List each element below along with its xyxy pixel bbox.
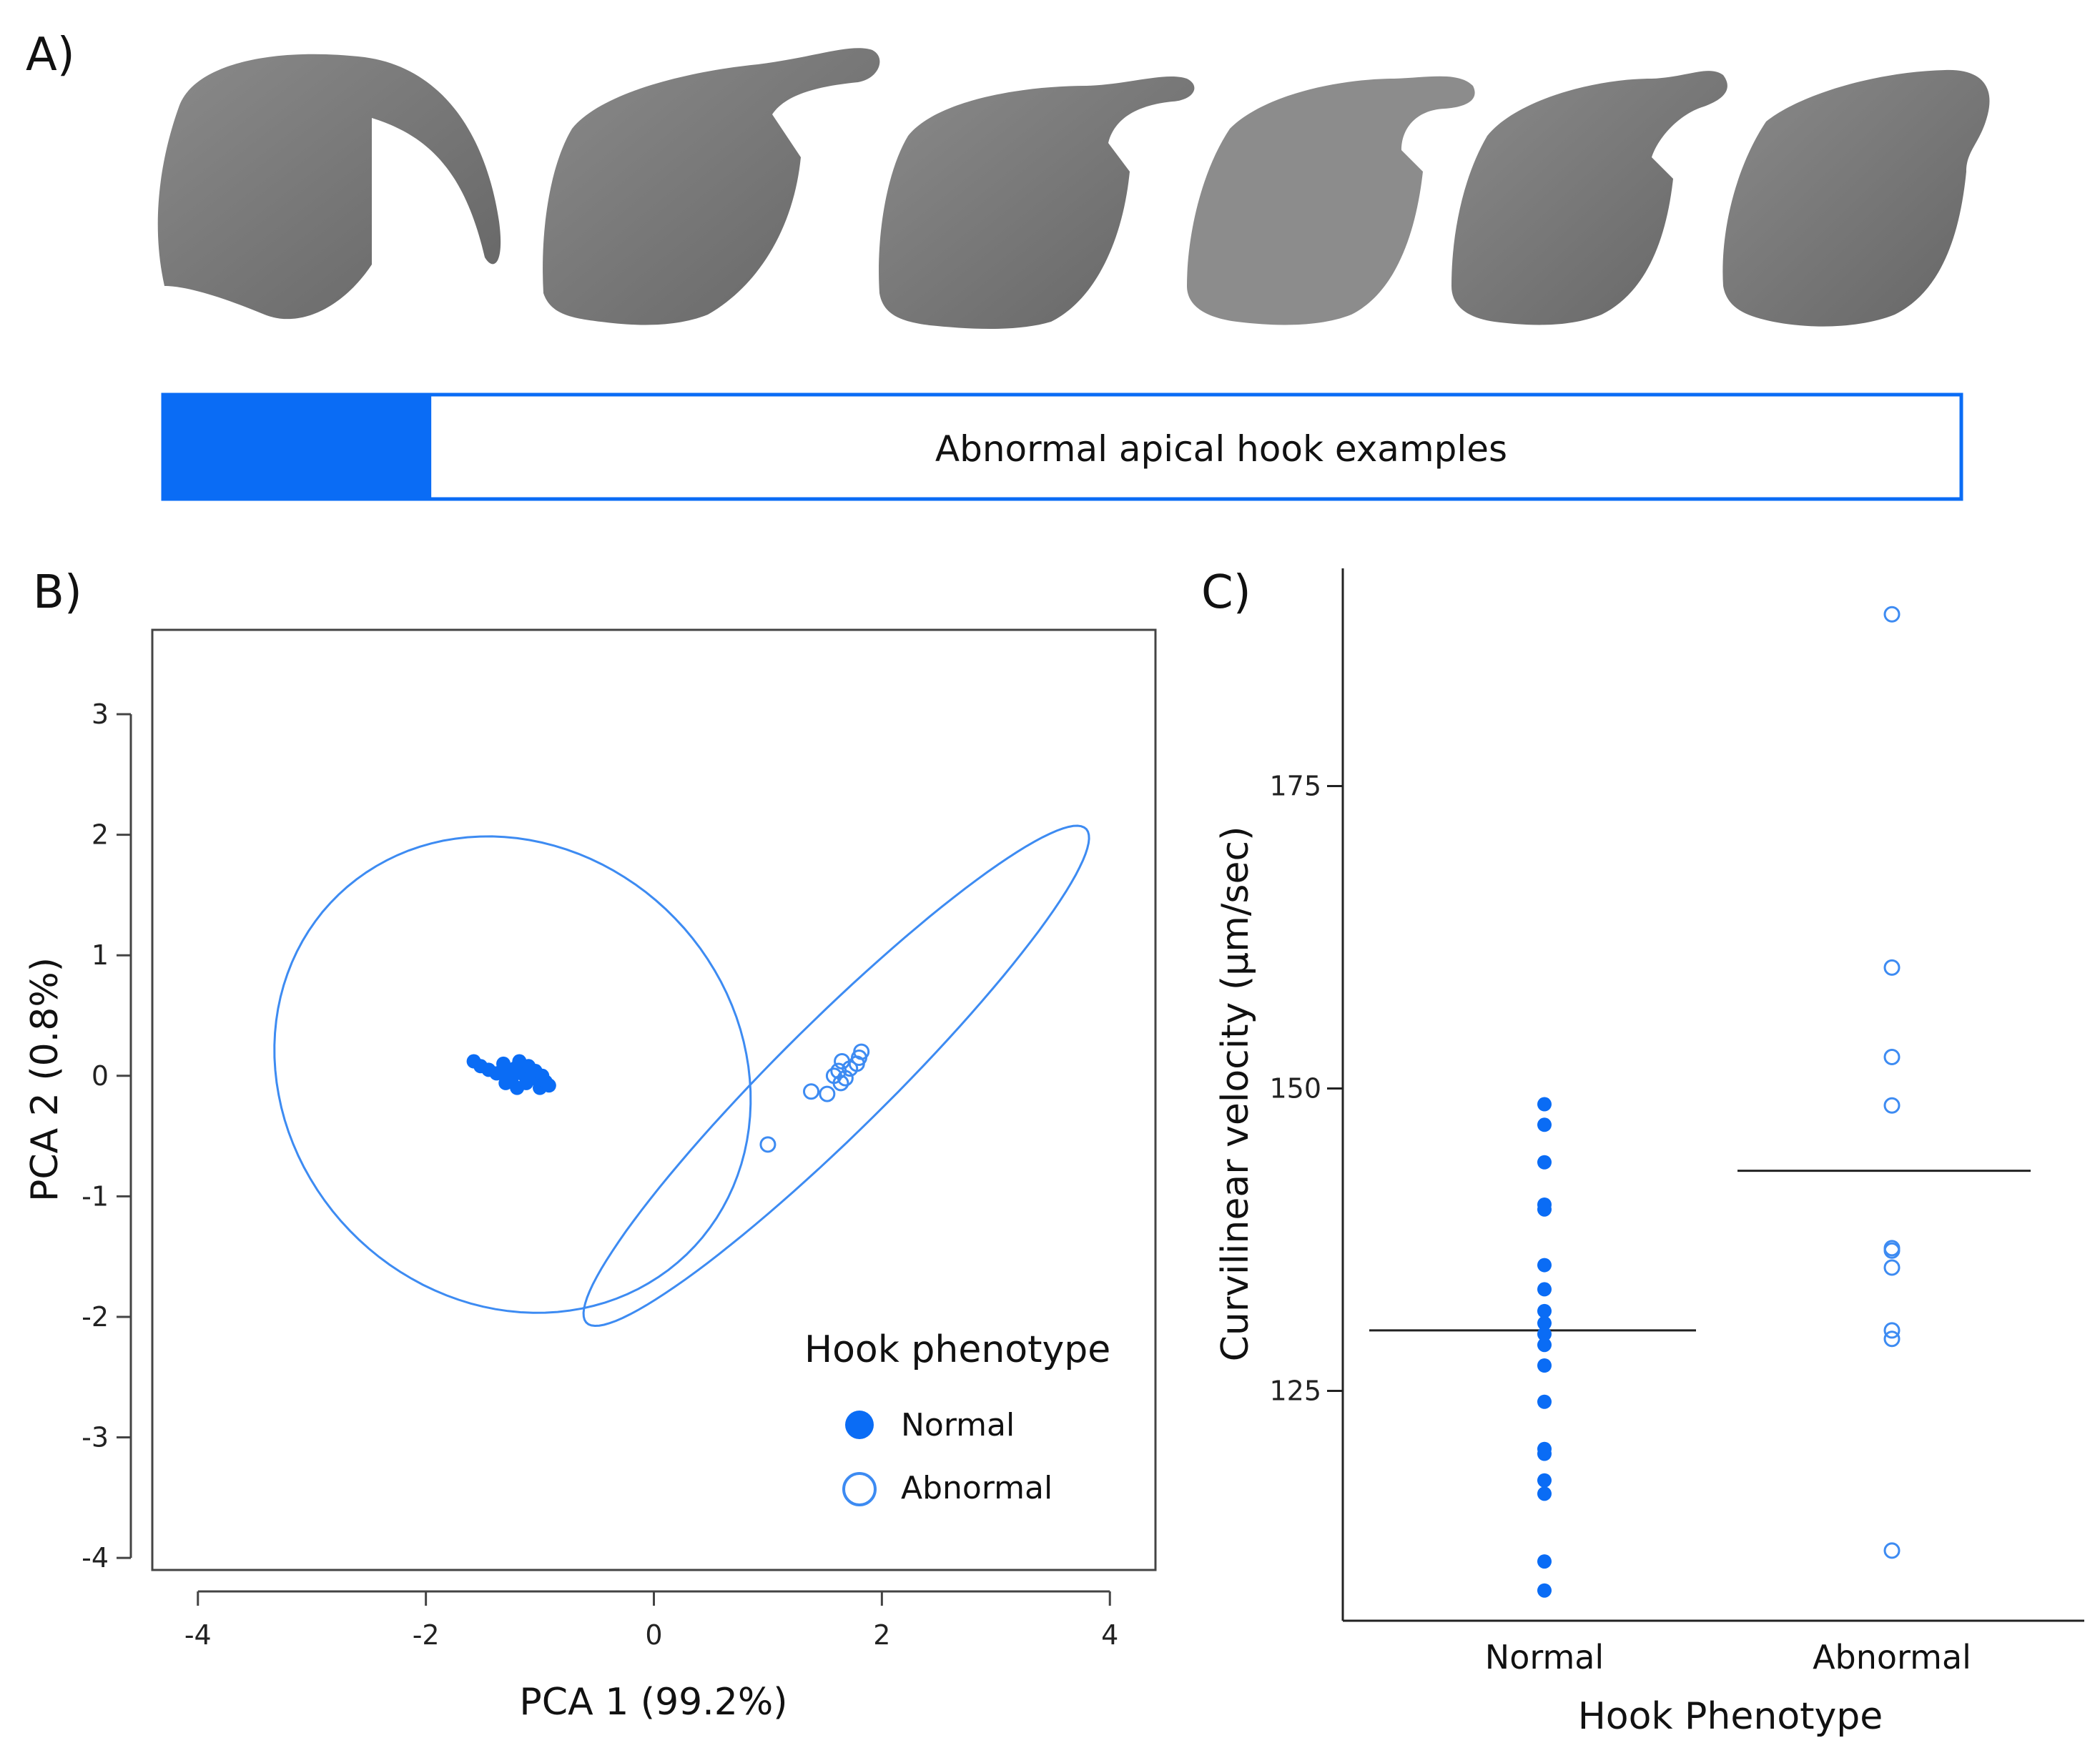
pca-legend-normal-marker [845,1411,874,1439]
pca-point-abnormal [819,1085,836,1102]
pca-x-tick-label: -2 [413,1619,440,1651]
pca-ellipses [273,824,1090,1328]
velocity-point-normal [1537,1315,1552,1330]
velocity-x-tick-abnormal: Abnormal [1813,1638,1971,1676]
hook-image-normal [157,54,501,320]
velocity-y-label: Curvilinear velocity (μm/sec) [1214,826,1257,1362]
velocity-point-normal [1537,1327,1552,1342]
velocity-point-normal [1537,1202,1552,1217]
pca-legend-normal-label: Normal [901,1407,1015,1443]
hook-image-abnormal-1 [543,48,880,325]
pca-x-tick-label: 4 [1101,1619,1118,1651]
velocity-point-normal [1537,1358,1552,1373]
velocity-point-abnormal [1883,1049,1901,1066]
hook-bar-outline [161,392,1963,501]
velocity-points [1537,606,1901,1598]
velocity-point-abnormal [1883,1242,1901,1259]
pca-legend-abnormal-label: Abnormal [901,1470,1053,1506]
velocity-point-abnormal [1883,1330,1901,1348]
pca-point-abnormal [759,1136,777,1153]
pca-ellipse-normal [273,835,752,1314]
pca-point-abnormal [837,1070,854,1087]
pca-y-tick-label: 3 [92,698,109,730]
velocity-means [1369,1170,2031,1332]
pca-x-tick-label: 0 [645,1619,662,1651]
velocity-x-tick-normal: Normal [1485,1638,1604,1676]
pca-legend-abnormal-marker [842,1472,877,1506]
pca-point-abnormal [853,1043,870,1060]
hook-images-row [157,48,1990,329]
panel-b-label: B) [33,566,82,619]
panel-c-label: C) [1201,566,1251,619]
velocity-y-ticks: 125 150 175 [1269,771,1343,1407]
pca-x-axis: -4 -2 0 2 4 [184,1590,1118,1651]
pca-plot-frame [151,628,1157,1571]
velocity-point-normal [1537,1394,1552,1409]
pca-chart: -4 -2 0 2 4 -4 -3 -2 -1 0 1 2 3 PCA 1 (99.2%) PCA 2… [24,628,1157,1724]
velocity-point-normal [1537,1473,1552,1488]
hook-bar: Abnormal apical hook examples [161,392,1963,501]
pca-point-normal [498,1075,513,1090]
velocity-point-abnormal [1883,1322,1901,1339]
pca-point-normal [541,1078,556,1093]
velocity-point-normal [1537,1258,1552,1273]
pca-x-tick-label: 2 [873,1619,890,1651]
velocity-point-abnormal [1883,959,1901,976]
velocity-point-normal [1537,1486,1552,1501]
pca-y-tick-label: 0 [92,1060,109,1092]
pca-y-tick-label: -4 [82,1542,109,1574]
pca-y-tick-label: -1 [82,1180,109,1212]
pca-x-tick-label: -4 [184,1619,212,1651]
pca-point-abnormal [803,1083,820,1100]
pca-y-tick-label: -2 [82,1301,109,1333]
velocity-y-tick-label: 125 [1269,1376,1321,1407]
velocity-point-normal [1537,1446,1552,1461]
velocity-x-label: Hook Phenotype [1578,1695,1883,1738]
hook-image-abnormal-2 [879,76,1195,329]
hook-image-abnormal-3 [1187,76,1475,325]
pca-y-label: PCA 2 (0.8%) [24,957,66,1202]
velocity-point-normal [1537,1097,1552,1112]
velocity-point-abnormal [1883,1259,1901,1276]
pca-y-axis: -4 -3 -2 -1 0 1 2 3 [82,698,132,1574]
pca-point-abnormal [832,1075,849,1092]
velocity-y-tick-label: 150 [1269,1073,1321,1105]
velocity-y-tick-label: 175 [1269,771,1321,802]
velocity-point-normal [1537,1583,1552,1598]
velocity-point-normal [1537,1303,1552,1318]
velocity-point-abnormal [1883,1097,1901,1114]
hook-bar-label: Abnormal apical hook examples [935,428,1507,470]
pca-points [466,1043,870,1153]
pca-x-label: PCA 1 (99.2%) [519,1681,787,1724]
panel-a-label: A) [26,29,75,82]
velocity-point-normal [1537,1554,1552,1569]
velocity-point-normal [1537,1117,1552,1132]
pca-point-normal [496,1056,511,1071]
pca-y-tick-label: -3 [82,1422,109,1453]
pca-legend-title: Hook phenotype [804,1328,1110,1371]
hook-image-abnormal-5 [1722,69,1990,327]
hook-bar-normal-fill [163,395,432,499]
velocity-point-normal [1537,1155,1552,1170]
velocity-point-normal [1537,1282,1552,1297]
velocity-point-abnormal [1883,606,1901,623]
velocity-chart: 125 150 175 Normal Abnormal Hook Phenotype… [1214,568,2084,1738]
velocity-point-abnormal [1883,1542,1901,1559]
pca-legend: Hook phenotype Normal Abnormal [804,1328,1110,1506]
hook-image-abnormal-4 [1451,71,1727,325]
pca-ellipse-abnormal [582,824,1090,1328]
pca-y-tick-label: 1 [92,939,109,971]
pca-point-normal [512,1054,527,1069]
velocity-point-normal [1537,1338,1552,1353]
pca-y-tick-label: 2 [92,819,109,851]
